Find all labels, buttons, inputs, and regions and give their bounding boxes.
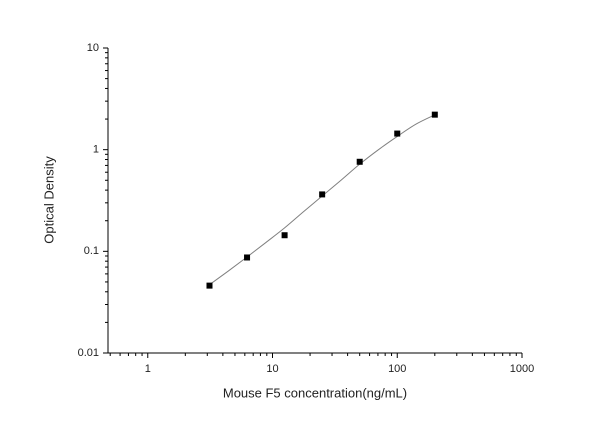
x-tick-label: 10	[266, 363, 278, 375]
data-point	[206, 282, 213, 289]
x-tick-label: 1000	[510, 363, 534, 375]
data-point	[356, 158, 363, 165]
y-tick-label: 0.01	[78, 347, 99, 359]
data-point	[394, 130, 401, 137]
x-tick-label: 100	[388, 363, 406, 375]
y-tick-label: 0.1	[84, 245, 99, 257]
data-point	[431, 111, 438, 118]
x-axis-label: Mouse F5 concentration(ng/mL)	[223, 385, 407, 400]
data-point	[319, 191, 326, 198]
y-axis-label: Optical Density	[41, 156, 56, 244]
data-point	[244, 254, 251, 261]
y-tick-label: 1	[93, 144, 99, 156]
data-point	[281, 232, 288, 239]
y-tick-label: 10	[87, 42, 99, 54]
x-tick-label: 1	[145, 363, 151, 375]
fit-curve	[209, 114, 436, 286]
